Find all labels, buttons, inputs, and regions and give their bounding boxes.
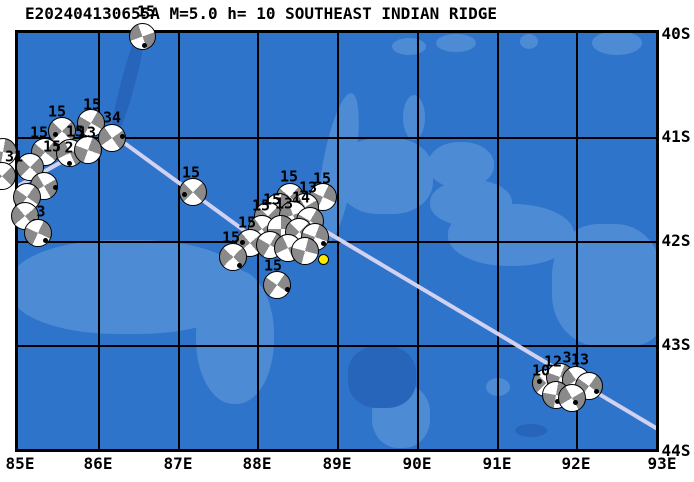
focal-mechanism-beachball xyxy=(558,384,586,412)
depth-label: 15 xyxy=(136,2,156,21)
bathymetry-light-patch xyxy=(448,204,574,266)
parallel-gridline xyxy=(18,345,656,347)
longitude-tick-label: 91E xyxy=(482,454,512,473)
longitude-tick-label: 87E xyxy=(163,454,193,473)
latitude-tick-label: 43S xyxy=(661,335,691,354)
bathymetry-dark-patch xyxy=(515,424,547,437)
longitude-tick-label: 93E xyxy=(647,454,677,473)
depth-label: 13 xyxy=(77,123,97,142)
focal-mechanism-beachball xyxy=(0,162,16,190)
bathymetry-light-patch xyxy=(403,95,425,140)
longitude-tick-label: 86E xyxy=(83,454,113,473)
longitude-tick-label: 92E xyxy=(561,454,591,473)
map-canvas xyxy=(15,30,659,452)
focal-mechanism-beachball xyxy=(24,219,52,247)
longitude-tick-label: 85E xyxy=(5,454,35,473)
depth-label: 15 xyxy=(82,95,102,114)
depth-label: 13 xyxy=(298,178,318,197)
depth-label: 3 xyxy=(36,202,46,221)
beachball-axis-dot xyxy=(236,262,242,268)
depth-label: 14 xyxy=(291,188,311,207)
depth-label: 10 xyxy=(531,361,551,380)
parallel-gridline xyxy=(18,137,656,139)
depth-label: 2 xyxy=(64,138,74,157)
depth-label: 34 xyxy=(102,108,122,127)
depth-label: 15 xyxy=(181,163,201,182)
beachball-axis-dot xyxy=(572,399,578,405)
focal-mechanism-beachball xyxy=(74,136,102,164)
beachball-axis-dot xyxy=(320,240,326,246)
depth-label: 15 xyxy=(65,122,85,141)
depth-label: 15 xyxy=(29,123,49,142)
depth-label: 15 xyxy=(279,167,299,186)
focal-mechanism-beachball xyxy=(291,237,319,265)
depth-label: 15 xyxy=(42,137,62,156)
focal-mechanism-beachball xyxy=(219,243,247,271)
beachball-axis-dot xyxy=(536,378,542,384)
bathymetry-light-patch xyxy=(592,33,642,55)
beachball-axis-dot xyxy=(284,286,290,292)
depth-label: 3 xyxy=(562,348,572,367)
depth-label: 15 xyxy=(221,228,241,247)
beachball-axis-dot xyxy=(239,239,245,245)
latitude-tick-label: 42S xyxy=(661,231,691,250)
beachball-axis-dot xyxy=(554,398,560,404)
beachball-axis-dot xyxy=(141,42,147,48)
beachball-axis-dot xyxy=(181,191,187,197)
focal-mechanism-beachball xyxy=(263,271,291,299)
event-epicenter-marker xyxy=(317,253,329,265)
longitude-tick-label: 88E xyxy=(242,454,272,473)
bathymetry-light-patch xyxy=(436,34,476,52)
depth-label: 15 xyxy=(251,196,271,215)
beachball-axis-dot xyxy=(52,184,58,190)
parallel-gridline xyxy=(18,241,656,243)
depth-label: 31 xyxy=(4,147,24,166)
depth-label: 15 xyxy=(263,256,283,275)
focal-mechanism-beachball xyxy=(98,124,126,152)
beachball-axis-dot xyxy=(66,160,72,166)
depth-label: 12 xyxy=(543,352,563,371)
depth-label: 15 xyxy=(47,102,67,121)
beachball-axis-dot xyxy=(593,388,599,394)
depth-label: 15 xyxy=(237,213,257,232)
bathymetry-light-patch xyxy=(600,296,656,346)
bathymetry-light-patch xyxy=(520,34,538,49)
longitude-tick-label: 89E xyxy=(322,454,352,473)
bathymetry-dark-patch xyxy=(348,346,416,408)
focal-mechanism-beachball xyxy=(128,22,156,50)
depth-label: 13 xyxy=(274,194,294,213)
focal-mechanism-beachball xyxy=(179,178,207,206)
depth-label: 13 xyxy=(570,350,590,369)
latitude-tick-label: 40S xyxy=(661,24,691,43)
longitude-tick-label: 90E xyxy=(402,454,432,473)
map-title: E202404130655A M=5.0 h= 10 SOUTHEAST IND… xyxy=(25,4,498,23)
bathymetry-light-patch xyxy=(196,270,274,404)
depth-label: 15 xyxy=(312,169,332,188)
beachball-axis-dot xyxy=(42,237,48,243)
depth-label: 15 xyxy=(262,190,282,209)
latitude-tick-label: 44S xyxy=(661,441,691,460)
beachball-axis-dot xyxy=(52,131,58,137)
beachball-axis-dot xyxy=(119,133,125,139)
latitude-tick-label: 41S xyxy=(661,127,691,146)
